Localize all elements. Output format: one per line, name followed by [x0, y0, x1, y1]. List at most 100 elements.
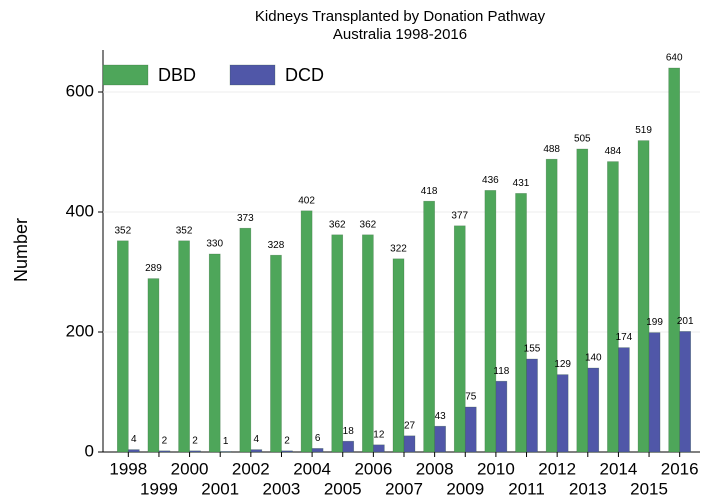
legend-label: DBD: [158, 65, 196, 85]
chart-title: Kidneys Transplanted by Donation Pathway: [255, 8, 546, 25]
bar: [618, 347, 630, 453]
y-tick-label: 600: [66, 81, 94, 100]
bar: [434, 425, 446, 453]
x-tick-label: 2013: [569, 479, 607, 498]
bar: [128, 449, 140, 453]
bar: [270, 254, 282, 453]
bar: [423, 200, 435, 453]
bar: [178, 240, 190, 453]
x-tick-label: 2003: [263, 479, 301, 498]
data-label: 352: [114, 225, 131, 236]
x-tick-label: 1999: [140, 479, 178, 498]
data-label: 174: [616, 332, 633, 343]
x-tick-label: 2002: [232, 459, 270, 478]
bar: [362, 234, 374, 453]
x-tick-label: 2012: [538, 459, 576, 478]
data-label: 4: [131, 434, 137, 445]
data-label: 4: [254, 434, 260, 445]
data-label: 1: [223, 436, 229, 447]
data-label: 484: [605, 146, 622, 157]
bar: [117, 240, 129, 453]
data-label: 43: [435, 411, 447, 422]
data-label: 27: [404, 420, 416, 431]
data-label: 140: [585, 353, 602, 364]
bar: [545, 158, 558, 453]
bar: [281, 450, 293, 453]
bar: [484, 190, 497, 453]
x-tick-label: 2009: [446, 479, 484, 498]
data-label: 289: [145, 263, 162, 274]
data-label: 2: [284, 435, 290, 446]
bar: [679, 331, 691, 453]
legend-label: DCD: [285, 65, 324, 85]
bar: [300, 210, 313, 453]
data-label: 2: [162, 435, 168, 446]
data-label: 322: [390, 243, 407, 254]
bar: [526, 358, 538, 453]
x-tick-label: 2016: [661, 459, 699, 478]
data-label: 129: [554, 359, 571, 370]
bar: [158, 450, 171, 453]
data-label: 155: [524, 344, 541, 355]
bar: [239, 227, 252, 453]
bar: [515, 193, 527, 453]
bar: [208, 253, 221, 453]
data-label: 640: [666, 53, 683, 64]
data-label: 362: [329, 219, 346, 230]
bar: [403, 435, 416, 453]
bar: [219, 451, 232, 453]
bar: [556, 374, 569, 453]
y-axis-label: Number: [11, 218, 31, 282]
x-tick-label: 2011: [508, 479, 545, 498]
y-tick-label: 200: [66, 321, 94, 340]
x-tick-label: 2006: [354, 459, 392, 478]
data-label: 118: [493, 366, 509, 377]
data-label: 377: [451, 210, 468, 221]
bar: [250, 449, 263, 453]
x-tick-label: 2004: [293, 459, 331, 478]
data-label: 2: [192, 435, 198, 446]
x-tick-label: 2000: [171, 459, 209, 478]
legend-swatch: [229, 64, 276, 86]
x-tick-label: 2007: [385, 479, 423, 498]
bar: [576, 148, 589, 453]
bar: [668, 67, 680, 453]
data-label: 6: [315, 433, 321, 444]
data-label: 431: [513, 178, 530, 189]
data-label: 519: [635, 125, 652, 136]
data-label: 75: [465, 392, 477, 403]
data-label: 199: [646, 317, 663, 328]
y-tick-label: 400: [66, 201, 94, 220]
bar: [342, 440, 355, 453]
bar: [331, 234, 344, 453]
data-label: 436: [482, 175, 499, 186]
data-label: 418: [421, 186, 438, 197]
x-tick-label: 2015: [630, 479, 668, 498]
bar: [587, 367, 600, 453]
bar: [453, 225, 466, 453]
bar: [464, 406, 477, 453]
data-label: 402: [298, 195, 315, 206]
data-label: 330: [206, 239, 223, 250]
bar: [648, 332, 661, 453]
data-label: 488: [543, 144, 560, 155]
x-tick-label: 2008: [416, 459, 454, 478]
bar: [189, 450, 201, 453]
bar: [495, 380, 508, 453]
bar: [311, 448, 324, 453]
y-tick-label: 0: [85, 441, 94, 460]
x-tick-label: 2005: [324, 479, 362, 498]
x-tick-label: 1998: [109, 459, 147, 478]
bar: [607, 161, 619, 453]
bar: [392, 258, 405, 453]
x-tick-label: 2010: [477, 459, 515, 478]
data-label: 352: [176, 225, 193, 236]
bar: [147, 278, 160, 453]
x-tick-label: 2001: [201, 479, 239, 498]
data-label: 12: [373, 429, 385, 440]
legend-swatch: [102, 64, 149, 86]
data-label: 201: [677, 316, 694, 327]
x-tick-label: 2014: [600, 459, 638, 478]
chart-subtitle: Australia 1998-2016: [333, 26, 467, 43]
